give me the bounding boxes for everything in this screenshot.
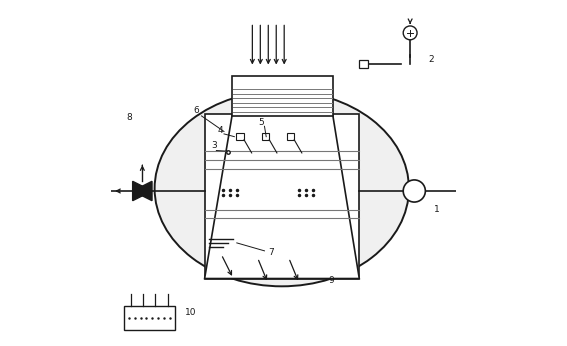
- Bar: [232, 76, 333, 116]
- Circle shape: [403, 26, 417, 40]
- Text: 1: 1: [434, 205, 440, 214]
- Ellipse shape: [155, 91, 409, 286]
- Polygon shape: [205, 114, 359, 279]
- Bar: [236, 133, 244, 140]
- Polygon shape: [133, 181, 152, 201]
- Text: 2: 2: [428, 55, 434, 64]
- Text: 5: 5: [258, 118, 264, 127]
- Bar: [286, 133, 294, 140]
- Text: 8: 8: [126, 113, 133, 122]
- Bar: [359, 60, 368, 68]
- Text: 4: 4: [218, 126, 223, 135]
- Text: 9: 9: [328, 276, 334, 285]
- Bar: [262, 133, 269, 140]
- Text: 10: 10: [185, 308, 196, 317]
- Bar: [205, 114, 359, 279]
- Text: 6: 6: [193, 106, 199, 115]
- Circle shape: [403, 180, 425, 202]
- Polygon shape: [133, 181, 152, 201]
- Text: 3: 3: [211, 141, 218, 150]
- Text: 7: 7: [268, 248, 274, 257]
- Bar: [124, 306, 175, 330]
